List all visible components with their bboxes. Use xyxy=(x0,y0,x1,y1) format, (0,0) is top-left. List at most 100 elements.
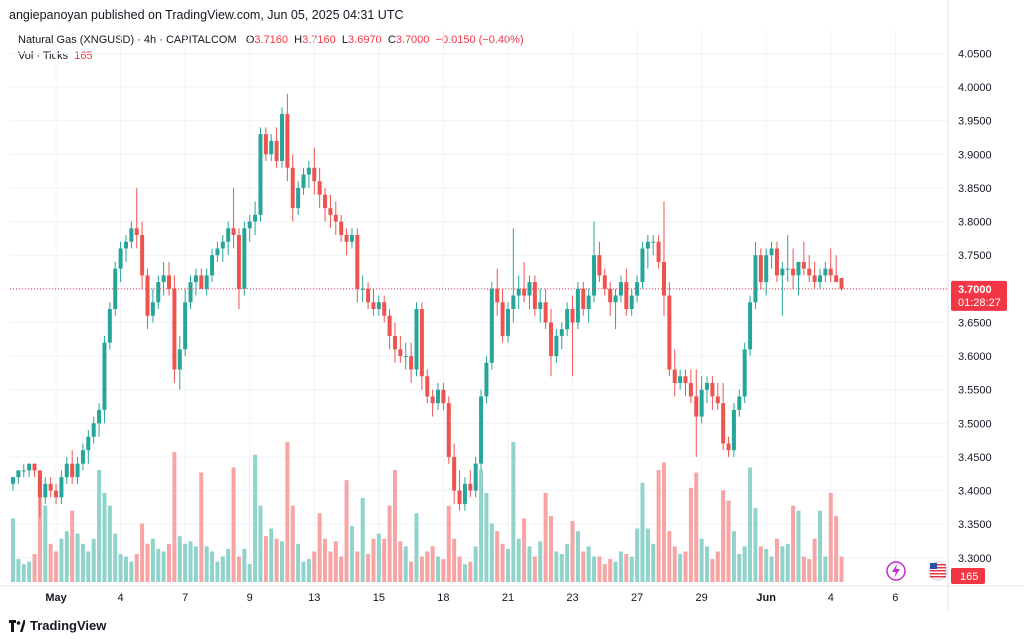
volume-bar xyxy=(618,551,623,582)
volume-bar xyxy=(635,528,640,582)
low-label: L xyxy=(341,34,349,46)
candle-body xyxy=(549,322,553,357)
volume-bar xyxy=(538,541,543,582)
volume-bar xyxy=(263,536,268,582)
candle-body xyxy=(538,302,543,309)
candle-body xyxy=(801,261,806,269)
volume-bar xyxy=(575,531,580,582)
candle-body xyxy=(430,396,435,404)
candle-body xyxy=(274,140,279,162)
candle-body xyxy=(16,470,21,478)
time-tick-label: 29 xyxy=(696,592,708,604)
candle-body xyxy=(807,268,812,276)
symbol-name[interactable]: Natural Gas (XNGUSD) xyxy=(18,34,135,46)
candle-body xyxy=(753,255,758,303)
candle-body xyxy=(140,235,145,276)
volume-bar xyxy=(140,523,145,582)
volume-bar xyxy=(683,551,688,582)
candle-body xyxy=(565,309,570,330)
volume-bar xyxy=(430,546,435,582)
volume-bar xyxy=(188,541,193,582)
candle-body xyxy=(721,403,726,444)
candle-body xyxy=(769,248,774,256)
candle-body xyxy=(339,221,344,236)
time-tick-label: 23 xyxy=(566,592,578,604)
candle-body xyxy=(167,275,172,289)
candle-body xyxy=(791,268,796,276)
candle-body xyxy=(742,349,747,397)
volume-bar xyxy=(699,538,704,582)
candle-body xyxy=(532,282,537,309)
candle-body xyxy=(409,356,414,370)
candle-body xyxy=(328,208,333,215)
volume-bar xyxy=(694,472,699,582)
volume-bar xyxy=(328,551,333,582)
volume-bar xyxy=(86,551,91,582)
candle-body xyxy=(505,309,510,336)
candle-body xyxy=(301,174,306,188)
price-tick-label: 4.0500 xyxy=(958,48,992,60)
volume-bar xyxy=(123,556,128,582)
volume-bar xyxy=(812,538,817,582)
candle-body xyxy=(446,403,451,457)
volume-bar xyxy=(161,551,166,582)
volume-bar xyxy=(107,505,112,582)
volume-bar xyxy=(753,508,758,582)
candle-body xyxy=(473,463,478,491)
time-tick-label: 7 xyxy=(182,592,188,604)
volume-bar xyxy=(586,546,591,582)
candle-body xyxy=(602,275,607,289)
candle-body xyxy=(54,490,59,498)
volume-bar xyxy=(409,561,414,582)
price-tick-label: 3.4000 xyxy=(958,486,992,498)
candle-body xyxy=(403,356,408,358)
candle-body xyxy=(43,483,48,498)
candle-body xyxy=(425,376,430,397)
candle-body xyxy=(258,134,263,215)
open-value: 3.7160 xyxy=(254,34,289,46)
high-value: 3.7160 xyxy=(302,34,336,46)
volume-bar xyxy=(484,492,489,582)
candle-body xyxy=(468,483,473,491)
volume-bar xyxy=(828,492,833,582)
volume-bar xyxy=(522,518,527,582)
volume-bar xyxy=(721,490,726,582)
candle-body xyxy=(247,221,252,229)
price-tick-label: 3.4500 xyxy=(958,452,992,464)
volume-bar xyxy=(145,543,150,582)
candle-body xyxy=(688,382,693,397)
volume-bar xyxy=(360,498,365,582)
volume-bar xyxy=(280,541,284,582)
candle-body xyxy=(161,275,166,283)
candle-body xyxy=(651,241,656,243)
candle-body xyxy=(285,113,290,168)
candle-body xyxy=(333,214,338,222)
volume-bar xyxy=(629,556,634,582)
volume-bar xyxy=(425,551,430,582)
candle-body xyxy=(575,288,580,323)
candle-body xyxy=(489,288,494,363)
time-tick-label: 27 xyxy=(631,592,643,604)
candle-body xyxy=(37,470,42,498)
volume-bar xyxy=(457,556,462,582)
tradingview-footer[interactable]: TradingView xyxy=(9,618,106,633)
price-tick-label: 3.6000 xyxy=(958,351,992,363)
volume-bar xyxy=(54,551,59,582)
volume-bar xyxy=(204,546,209,582)
volume-bar xyxy=(75,533,80,582)
volume-bar xyxy=(774,538,779,582)
volume-bar xyxy=(834,515,839,582)
candle-body xyxy=(199,275,204,289)
volume-bar xyxy=(64,531,69,582)
candle-body xyxy=(236,235,241,289)
volume-bar xyxy=(785,543,790,582)
price-tick-label: 3.5500 xyxy=(958,385,992,397)
candle-body xyxy=(91,423,96,437)
high-label: H xyxy=(294,34,303,46)
volume-badge-label: 165 xyxy=(960,571,978,583)
candle-body xyxy=(656,241,661,262)
price-tick-label: 3.7500 xyxy=(958,250,992,262)
candle-body xyxy=(220,241,225,249)
candle-body xyxy=(645,241,650,249)
